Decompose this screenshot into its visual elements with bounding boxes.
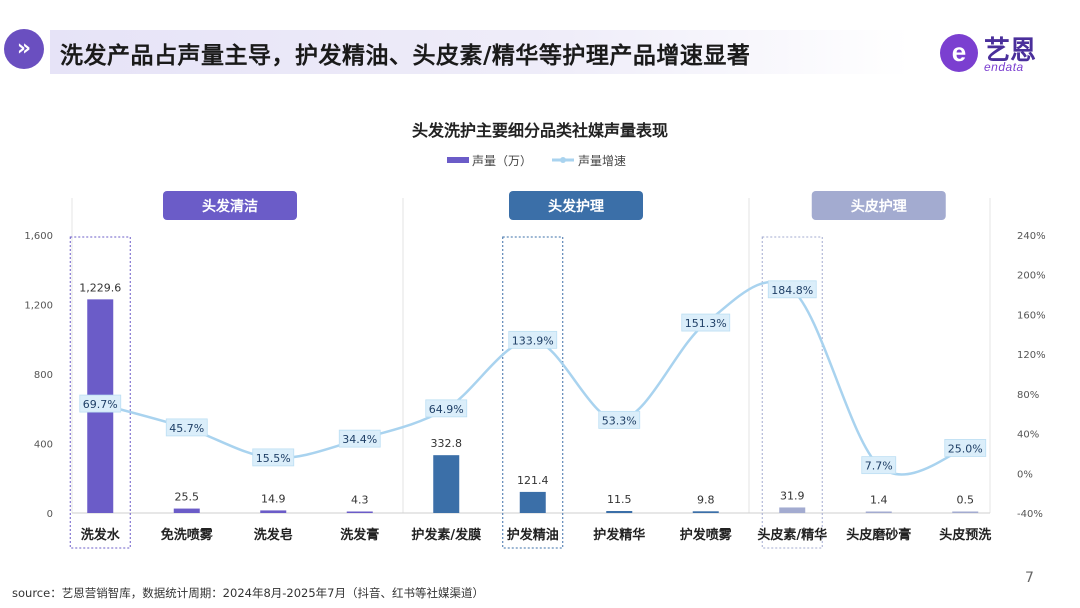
group-badge: [509, 191, 643, 220]
group-badge-label: 头发护理: [548, 198, 604, 215]
line-value-label: 25.0%: [948, 442, 983, 455]
y2-tick-label: 0%: [1017, 469, 1033, 480]
y2-tick-label: 200%: [1017, 271, 1046, 282]
x-tick-label: 护发精油: [507, 527, 559, 543]
line-label-box: [861, 456, 897, 475]
x-tick-label: 护发精华: [593, 527, 645, 543]
x-tick-label: 头皮预洗: [939, 527, 991, 543]
line-label-box: [508, 330, 558, 349]
bar: [865, 511, 892, 513]
legend-line-marker: [560, 157, 566, 163]
highlight-box: [502, 236, 564, 549]
line-value-label: 184.8%: [771, 284, 813, 297]
y2-tick-label: -40%: [1017, 509, 1043, 520]
group-badge: [811, 191, 946, 220]
line-value-label: 34.4%: [342, 433, 377, 446]
x-tick-label: 头皮磨砂膏: [846, 527, 911, 543]
y2-tick-label: 240%: [1017, 231, 1046, 242]
bar-value-label: 0.5: [957, 494, 975, 507]
line-label-box: [79, 394, 122, 413]
bar-value-label: 1.4: [870, 494, 888, 507]
bar: [433, 455, 460, 513]
x-tick-label: 洗发水: [81, 527, 121, 543]
line-value-label: 151.3%: [685, 317, 727, 330]
bar: [952, 511, 979, 513]
line-label-box: [944, 439, 987, 457]
source-note: source：艺恩营销智库，数据统计周期：2024年8月-2025年7月（抖音、…: [12, 586, 485, 600]
x-tick-label: 头皮素/精华: [757, 527, 827, 543]
line-label-box: [681, 313, 731, 332]
y-tick-label: 1,600: [24, 231, 53, 242]
y-tick-label: 1,200: [24, 301, 53, 312]
x-tick-label: 洗发皂: [254, 527, 293, 543]
bar-value-label: 121.4: [517, 474, 549, 487]
bar: [779, 507, 806, 513]
chart-title: 头发洗护主要细分品类社媒声量表现: [411, 121, 668, 140]
line-label-box: [252, 448, 295, 467]
growth-line: [99, 280, 966, 476]
y2-tick-label: 40%: [1017, 430, 1039, 441]
line-label-box: [425, 399, 468, 418]
header-banner: [50, 30, 910, 74]
logo-text-en: endata: [984, 60, 1024, 74]
bar-value-label: 25.5: [175, 491, 200, 504]
bar: [519, 491, 546, 513]
x-tick-label: 护发喷雾: [680, 527, 733, 543]
x-tick-label: 免洗喷雾: [161, 527, 214, 543]
line-value-label: 7.7%: [865, 460, 893, 473]
line-value-label: 45.7%: [169, 422, 204, 435]
highlight-box: [761, 236, 823, 549]
group-badge-label: 头皮护理: [851, 198, 907, 215]
legend-bar-label: 声量（万）: [472, 154, 532, 168]
highlight-box: [69, 236, 131, 549]
bar-value-label: 14.9: [261, 492, 286, 505]
bar: [173, 508, 200, 513]
bar-value-label: 4.3: [351, 494, 369, 507]
y-tick-label: 0: [47, 509, 53, 520]
double-chevron-right-icon[interactable]: »: [4, 29, 44, 69]
y2-tick-label: 120%: [1017, 350, 1046, 361]
line-value-label: 133.9%: [512, 334, 554, 347]
bar: [692, 511, 719, 513]
bar: [606, 511, 633, 513]
group-badge-label: 头发清洁: [202, 198, 258, 215]
line-value-label: 64.9%: [429, 403, 464, 416]
legend-bar-swatch: [447, 157, 469, 163]
bar: [260, 510, 287, 513]
x-tick-label: 护发素/发膜: [411, 527, 481, 543]
group-badge: [163, 191, 297, 220]
x-tick-label: 洗发膏: [340, 527, 379, 543]
y-tick-label: 400: [34, 440, 53, 451]
bar-value-label: 31.9: [780, 489, 805, 502]
logo-text-cn: 艺恩: [984, 36, 1037, 66]
line-value-label: 69.7%: [83, 398, 118, 411]
logo-mark: e: [940, 34, 978, 72]
bar-value-label: 9.8: [697, 493, 715, 506]
y-tick-label: 800: [34, 370, 53, 381]
y2-tick-label: 80%: [1017, 390, 1039, 401]
line-value-label: 53.3%: [602, 414, 637, 427]
bar-value-label: 1,229.6: [79, 281, 121, 294]
bar-value-label: 332.8: [431, 437, 463, 450]
line-label-box: [767, 280, 817, 299]
page-number: 7: [1025, 570, 1034, 586]
page-title: 洗发产品占声量主导，护发精油、头皮素/精华等护理产品增速显著: [60, 43, 751, 69]
line-label-box: [598, 410, 641, 429]
line-label-box: [165, 418, 208, 437]
legend-line-label: 声量增速: [578, 154, 626, 168]
bar: [346, 511, 373, 513]
bar-value-label: 11.5: [607, 493, 632, 506]
y2-tick-label: 160%: [1017, 310, 1046, 321]
line-value-label: 15.5%: [256, 452, 291, 465]
brand-logo: e 艺恩 endata: [940, 30, 1060, 76]
line-label-box: [338, 429, 381, 448]
